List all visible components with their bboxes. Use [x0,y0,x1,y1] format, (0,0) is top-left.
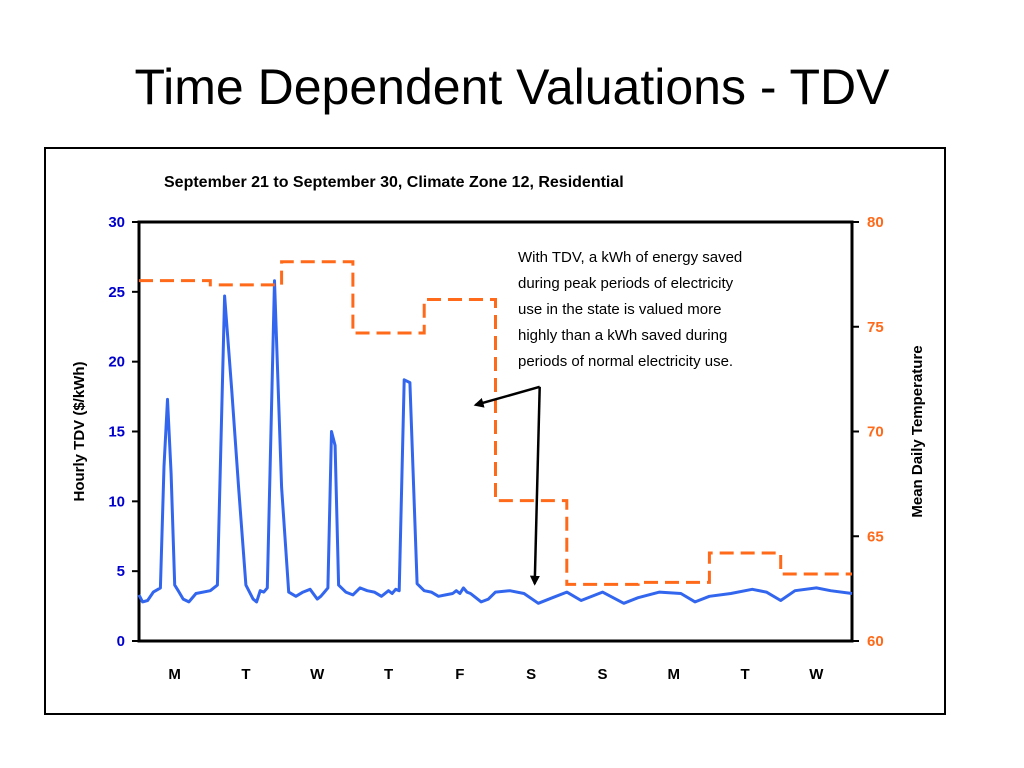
chart-frame: September 21 to September 30, Climate Zo… [44,147,946,715]
y2-tick-label: 65 [867,528,884,545]
y-tick-label: 0 [117,633,125,650]
x-tick-label: M [168,666,181,683]
annotation-line: highly than a kWh saved during [518,327,727,344]
y2-tick-label: 75 [867,319,884,336]
x-tick-label: W [310,666,325,683]
series-line-temperature [139,260,852,586]
annotation-arrow [473,385,541,408]
tdv-chart: September 21 to September 30, Climate Zo… [71,174,926,683]
y-tick-label: 25 [108,284,125,301]
plot-area: 0 5 10 15 20 25 30 60 65 70 75 80 M T W T F S S M T W [108,214,883,683]
chart-title: September 21 to September 30, Climate Zo… [164,174,624,191]
y-tick-label: 30 [108,214,125,231]
annotation: With TDV, a kWh of energy saved during pe… [473,249,742,586]
x-tick-label: T [384,666,393,683]
y-tick-label: 10 [108,493,125,510]
annotation-arrow [529,386,541,586]
annotation-line: during peak periods of electricity [518,275,734,292]
y2-tick-label: 70 [867,424,884,441]
x-tick-label: W [809,666,824,683]
annotation-line: With TDV, a kWh of energy saved [518,249,742,266]
y2-tick-label: 60 [867,633,884,650]
x-tick-label: F [455,666,464,683]
y2-axis-label: Mean Daily Temperature [909,345,926,517]
x-tick-label: S [526,666,536,683]
x-tick-label: T [241,666,250,683]
y-tick-label: 5 [117,563,125,580]
x-tick-label: T [740,666,749,683]
x-tick-label: S [597,666,607,683]
slide-title: Time Dependent Valuations - TDV [134,59,890,115]
annotation-line: periods of normal electricity use. [518,353,733,370]
y-tick-label: 20 [108,354,125,371]
y2-tick-label: 80 [867,214,884,231]
x-tick-label: M [668,666,681,683]
y-axis-label: Hourly TDV ($/kWh) [71,361,88,501]
series-line-tdv [137,279,853,605]
y-tick-label: 15 [108,424,125,441]
annotation-line: use in the state is valued more [518,301,721,318]
